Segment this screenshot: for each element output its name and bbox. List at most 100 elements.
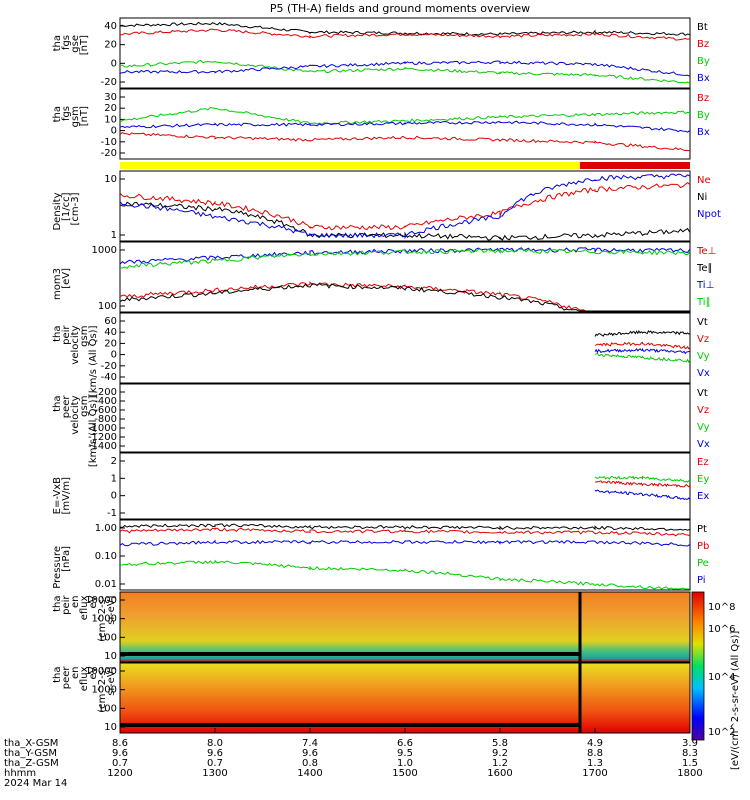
ylabel-line: mom3 xyxy=(52,268,63,300)
legend-Vt: Vt xyxy=(697,388,708,399)
colorbar-tick-1: 10^8 xyxy=(708,602,735,613)
ylabel-line: [cm-3] xyxy=(70,192,81,225)
ytick-label: 20 xyxy=(104,40,117,51)
series-Bz xyxy=(119,132,691,152)
legend-Ne: Ne xyxy=(697,175,711,186)
legend-Vt: Vt xyxy=(697,317,708,328)
legend-Bz: Bz xyxy=(697,93,709,104)
legend-By: By xyxy=(697,56,710,67)
chart-title: P5 (TH-A) fields and ground moments over… xyxy=(270,2,530,15)
ytick-label: 1000 xyxy=(92,685,117,696)
panel-frame xyxy=(119,312,691,384)
ytick-label: 30 xyxy=(104,92,117,103)
ytick-label: -10 xyxy=(101,137,117,148)
ytick-label: 1 xyxy=(111,230,117,241)
ylabel-line: (cm^2-s- xyxy=(97,666,108,713)
ylabel-line: (cm^2-s- xyxy=(97,595,108,642)
legend-Bx: Bx xyxy=(697,73,710,84)
legend-Bx: Bx xyxy=(697,127,710,138)
xtick-tha_X-GSM: 7.4 xyxy=(302,738,318,749)
ytick-label: 0.10 xyxy=(95,551,117,562)
xtick-tha_X-GSM: 8.6 xyxy=(112,738,128,749)
xtick-hhmm: 1800 xyxy=(677,768,702,779)
xtick-tha_Z-GSM: 0.7 xyxy=(112,758,128,769)
panel-frame xyxy=(119,88,691,160)
ytick-label: -400 xyxy=(94,396,117,407)
panel-frame xyxy=(119,383,691,453)
colorbar-tick-2: 10^6 xyxy=(708,624,735,635)
mode-bar-red xyxy=(580,162,690,169)
legend-Pi: Pi xyxy=(697,575,706,586)
ytick-label: 0 xyxy=(111,491,117,502)
ylabel-line: eflux xyxy=(79,666,90,691)
ytick-label: 2 xyxy=(111,456,117,467)
xtick-tha_Y-GSM: 9.6 xyxy=(207,748,223,759)
series-Vx xyxy=(594,347,691,355)
series-Pi xyxy=(119,539,691,547)
panel-efield: 2 1 0 -1 E=-VxB[mV/m] Ez Ey Ex xyxy=(52,452,709,520)
ytick-label: -1200 xyxy=(88,432,117,443)
ylabel-line: [km/s (All Qs)] xyxy=(88,395,99,467)
ytick-label: -40 xyxy=(101,372,117,383)
legend-Ex: Ex xyxy=(697,491,709,502)
series-Ni xyxy=(119,201,691,241)
xtick-tha_X-GSM: 3.9 xyxy=(682,738,698,749)
panel-temp: 1000 100 mom3[eV] Te⊥ Te∥ Ti⊥ Ti∥ xyxy=(52,241,716,313)
xtick-tha_Y-GSM: 8.8 xyxy=(587,748,603,759)
ylabel-line: gse xyxy=(70,35,81,53)
xtick-tha_Y-GSM: 8.3 xyxy=(682,748,698,759)
ytick-label: 100 xyxy=(98,301,117,312)
legend-Ez: Ez xyxy=(697,457,709,468)
ylabel-line: eflux xyxy=(79,595,90,620)
ylabel-line: Pressure xyxy=(52,546,63,589)
xtick-tha_X-GSM: 4.9 xyxy=(587,738,603,749)
xtick-hhmm: 1500 xyxy=(392,768,417,779)
xtick-tha_Y-GSM: 9.5 xyxy=(397,748,413,759)
ylabel-line: tha xyxy=(52,106,63,122)
heatmap-dark-band xyxy=(120,652,580,656)
series-Ex xyxy=(594,489,691,501)
ytick-label: 0 xyxy=(111,350,117,361)
ylabel-line: [km/s (All Qs)] xyxy=(88,325,99,397)
ytick-label: 10 xyxy=(104,651,117,662)
ylabel-line: peer xyxy=(61,666,72,690)
mode-bar-yellow xyxy=(120,162,580,169)
series-Te∥ xyxy=(119,283,690,312)
xtick-hhmm: 1300 xyxy=(202,768,227,779)
series-By xyxy=(119,106,691,126)
ytick-label: -1000 xyxy=(88,423,117,434)
legend-Ti∥: Ti∥ xyxy=(696,297,711,308)
panel-frame xyxy=(119,452,691,520)
series-By xyxy=(120,59,691,85)
ylabel-line: sr-eV) xyxy=(106,595,117,624)
ylabel-line: [nPa] xyxy=(61,546,72,572)
series-Ti∥ xyxy=(119,248,691,269)
series-Ey xyxy=(594,475,691,483)
ylabel-line: en xyxy=(70,596,81,609)
ytick-label: 0 xyxy=(111,58,117,69)
xtick-tha_X-GSM: 8.0 xyxy=(207,738,223,749)
ytick-label: -800 xyxy=(94,414,117,425)
ylabel-line: en xyxy=(70,667,81,680)
ytick-label: 40 xyxy=(104,21,117,32)
ytick-label: 40 xyxy=(104,327,117,338)
panel-pressure: 1.00 0.10 0.01 Pressure[nPa] Pt Pb Pe Pi xyxy=(52,519,709,591)
xtick-hhmm: 1700 xyxy=(582,768,607,779)
ylabel-line: peir xyxy=(61,595,72,615)
ylabel-line: E=-VxB xyxy=(52,477,63,514)
ylabel-line: gsm xyxy=(79,396,90,417)
legend-Pb: Pb xyxy=(697,541,709,552)
ylabel-line: peir xyxy=(61,325,72,345)
legend-Pe: Pe xyxy=(697,558,709,569)
ylabel-line: [nT] xyxy=(79,35,90,55)
ylabel-line: gsm xyxy=(79,326,90,347)
ylabel-line: tha xyxy=(52,396,63,412)
xtick-hhmm: 1600 xyxy=(487,768,512,779)
legend-Npot: Npot xyxy=(697,209,721,220)
panel-frame xyxy=(119,170,691,242)
legend-Bz: Bz xyxy=(697,39,709,50)
legend-Vx: Vx xyxy=(697,439,710,450)
panel-peer_eflux: 10000 1000 100 10 thapeerenefluxeV(cm^2-s-sr… xyxy=(52,662,691,734)
